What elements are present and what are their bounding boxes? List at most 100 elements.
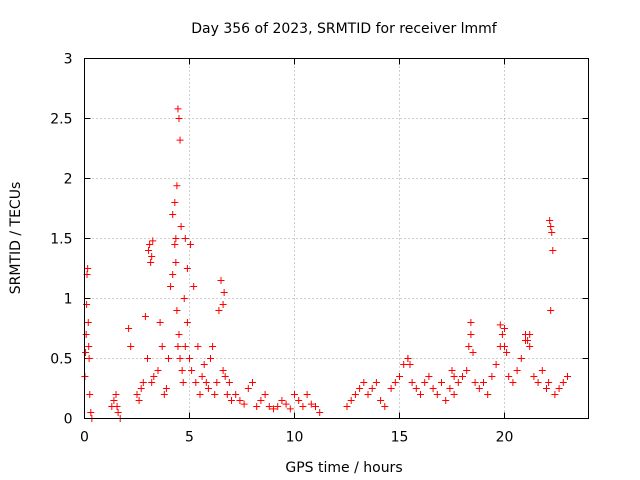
- data-point: [219, 367, 227, 374]
- chart-title: Day 356 of 2023, SRMTID for receiver lmm…: [191, 21, 498, 37]
- data-point: [546, 217, 554, 224]
- data-point: [145, 247, 153, 254]
- data-point: [446, 385, 454, 392]
- data-point: [209, 343, 217, 350]
- data-point: [219, 301, 227, 308]
- data-point: [368, 385, 376, 392]
- data-point: [204, 385, 212, 392]
- data-point: [84, 319, 92, 326]
- data-point: [135, 397, 143, 404]
- data-point: [176, 355, 184, 362]
- data-point: [110, 397, 118, 404]
- data-point: [282, 400, 290, 408]
- data-point: [171, 199, 179, 206]
- data-point: [278, 397, 286, 404]
- data-point: [488, 373, 496, 380]
- data-point: [148, 253, 156, 260]
- data-point: [377, 397, 385, 404]
- data-point: [555, 385, 563, 392]
- data-point: [307, 400, 315, 408]
- plot-frame: [84, 58, 589, 419]
- data-point: [125, 325, 133, 332]
- data-point: [503, 349, 511, 356]
- data-point: [139, 379, 147, 386]
- y-tick-label: 2.5: [50, 112, 72, 128]
- data-point: [417, 391, 424, 398]
- data-point: [160, 391, 168, 398]
- data-point: [396, 373, 403, 380]
- data-point: [291, 391, 298, 398]
- data-point: [179, 379, 187, 386]
- data-point: [211, 391, 219, 398]
- data-point: [505, 373, 513, 380]
- data-point: [174, 105, 182, 113]
- data-point: [236, 397, 244, 404]
- data-point: [181, 235, 189, 242]
- data-point: [524, 337, 532, 344]
- y-tick-label: 0.5: [50, 352, 72, 368]
- data-point: [141, 313, 149, 320]
- data-point: [82, 349, 90, 356]
- data-point: [438, 379, 445, 386]
- data-point: [225, 379, 233, 386]
- data-point: [112, 391, 120, 398]
- data-point: [513, 367, 521, 374]
- data-point: [137, 385, 145, 392]
- data-point: [551, 391, 559, 398]
- x-tick-label: 0: [80, 430, 89, 446]
- data-point: [450, 391, 458, 398]
- y-tick-label: 1.5: [50, 232, 72, 248]
- data-point: [215, 307, 223, 314]
- data-point: [433, 391, 441, 398]
- tick-layer: 0 5 10 15 20 0 0.5 1 1.5 2 2.5 3: [50, 52, 589, 446]
- data-point: [469, 349, 477, 356]
- data-point: [169, 211, 177, 218]
- data-point: [176, 136, 184, 144]
- data-point: [404, 355, 412, 362]
- grid-layer: [84, 58, 589, 419]
- data-point: [173, 307, 181, 314]
- data-point: [171, 241, 179, 248]
- data-point: [180, 295, 188, 302]
- data-point: [564, 373, 571, 380]
- y-tick-label: 3: [64, 52, 73, 68]
- data-point: [253, 403, 261, 410]
- data-point: [295, 397, 303, 404]
- data-point: [228, 397, 235, 404]
- data-point: [387, 385, 395, 392]
- data-point: [87, 409, 95, 416]
- data-point: [183, 265, 191, 272]
- data-point: [286, 405, 294, 413]
- data-point: [526, 343, 534, 350]
- data-point: [517, 355, 525, 362]
- data-point: [113, 403, 121, 410]
- data-point: [421, 379, 429, 386]
- data-point: [175, 331, 183, 338]
- data-point: [194, 343, 202, 350]
- data-point: [175, 115, 183, 122]
- data-point: [261, 391, 269, 398]
- data-point: [391, 379, 399, 386]
- data-point: [257, 397, 265, 404]
- data-point: [545, 379, 553, 386]
- data-point: [192, 379, 200, 386]
- y-tick-label: 1: [64, 292, 73, 308]
- data-point: [249, 379, 256, 386]
- data-point: [150, 373, 158, 380]
- data-point: [299, 403, 307, 410]
- data-point: [85, 355, 93, 362]
- data-point: [174, 343, 182, 350]
- x-tick-label: 20: [496, 430, 514, 446]
- data-point: [360, 379, 368, 386]
- data-point: [475, 385, 483, 392]
- data-point: [381, 403, 389, 410]
- data-point: [509, 379, 517, 386]
- data-point: [183, 319, 191, 326]
- data-point: [356, 385, 364, 392]
- data-point: [448, 367, 456, 374]
- data-point: [442, 397, 450, 404]
- data-point: [213, 379, 221, 386]
- data-point: [454, 379, 462, 386]
- data-point: [463, 367, 471, 374]
- data-point: [85, 343, 93, 350]
